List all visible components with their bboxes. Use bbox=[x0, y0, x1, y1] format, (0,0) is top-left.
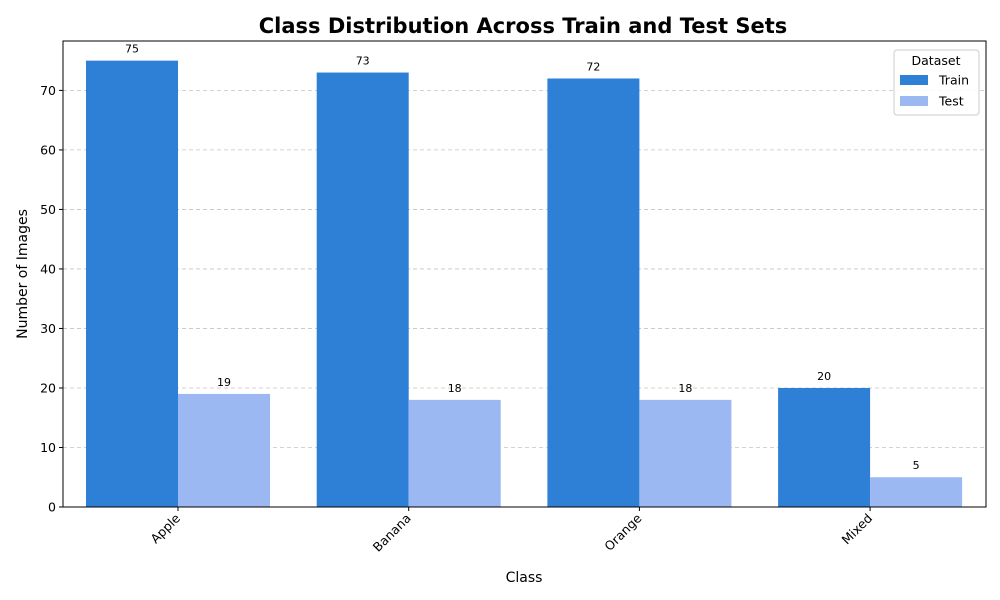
y-tick-label: 50 bbox=[40, 202, 56, 217]
data-label: 18 bbox=[678, 382, 692, 395]
legend: Dataset Train Test bbox=[893, 49, 980, 116]
data-labels: 75 19 73 18 72 18 20 5 bbox=[125, 43, 920, 473]
bar-train-banana bbox=[316, 72, 409, 507]
x-tick-label: Mixed bbox=[839, 511, 876, 548]
plot-frame bbox=[62, 40, 987, 508]
legend-label-test: Test bbox=[938, 94, 964, 109]
data-label: 73 bbox=[356, 55, 370, 68]
bar-test-orange bbox=[639, 399, 732, 507]
data-label: 18 bbox=[448, 382, 462, 395]
bar-test-mixed bbox=[870, 477, 963, 507]
x-tick-label: Banana bbox=[370, 511, 414, 555]
bar-train-mixed bbox=[778, 387, 871, 507]
y-tick-label: 10 bbox=[40, 440, 56, 455]
legend-title: Dataset bbox=[912, 53, 961, 68]
y-axis-label: Number of Images bbox=[15, 209, 31, 339]
bar-train-apple bbox=[86, 60, 178, 508]
data-label: 72 bbox=[586, 60, 600, 73]
bar-test-apple bbox=[178, 393, 270, 507]
y-axis-ticks: 0 10 20 30 40 50 60 70 bbox=[40, 83, 63, 515]
data-label: 5 bbox=[913, 459, 920, 472]
x-axis-ticks: Apple Banana Orange Mixed bbox=[147, 507, 875, 555]
x-axis-label: Class bbox=[506, 570, 543, 586]
y-tick-label: 60 bbox=[40, 142, 56, 157]
legend-label-train: Train bbox=[938, 73, 969, 88]
data-label: 19 bbox=[217, 376, 231, 389]
bar-train-orange bbox=[547, 78, 640, 507]
y-tick-label: 0 bbox=[48, 500, 56, 515]
chart-title: Class Distribution Across Train and Test… bbox=[259, 14, 788, 38]
data-label: 20 bbox=[817, 370, 831, 383]
x-tick-label: Apple bbox=[147, 510, 183, 546]
y-tick-label: 70 bbox=[40, 83, 56, 98]
y-tick-label: 40 bbox=[40, 261, 56, 276]
bars bbox=[86, 60, 963, 508]
y-tick-label: 30 bbox=[40, 321, 56, 336]
y-tick-label: 20 bbox=[40, 380, 56, 395]
data-label: 75 bbox=[125, 43, 139, 56]
bar-test-banana bbox=[408, 399, 501, 507]
legend-items: Train Test bbox=[900, 73, 969, 109]
legend-swatch-test bbox=[900, 96, 928, 106]
x-tick-label: Orange bbox=[601, 510, 644, 553]
legend-swatch-train bbox=[900, 75, 928, 85]
